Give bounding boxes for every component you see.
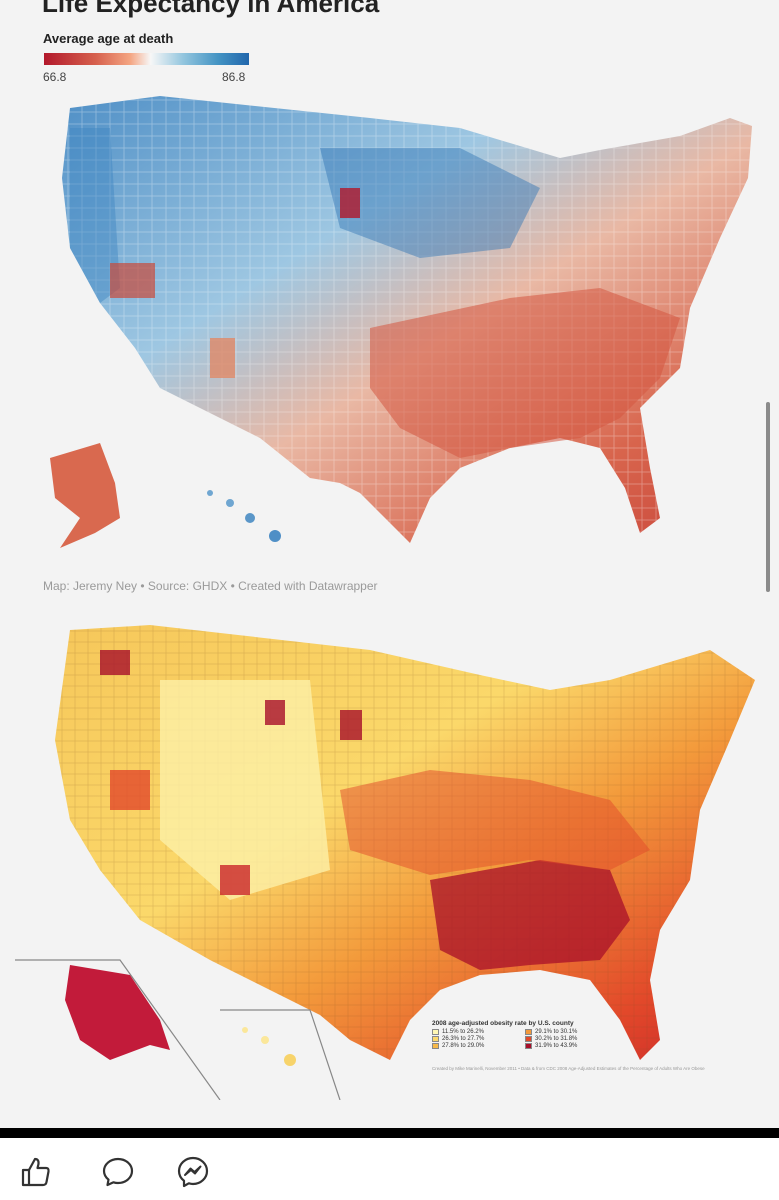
alaska-shape [65, 965, 170, 1060]
map-title: Life Expectancy in America [42, 0, 380, 18]
legend-min-value: 66.8 [43, 70, 67, 84]
post-action-bar [0, 1138, 779, 1200]
obesity-legend-title: 2008 age-adjusted obesity rate by U.S. c… [432, 1020, 574, 1027]
legend-item: 29.1% to 30.1% [525, 1029, 612, 1035]
post-image: Life Expectancy in America Average age a… [0, 0, 779, 1128]
thumbs-up-icon [21, 1157, 50, 1187]
scrollbar[interactable] [766, 402, 770, 592]
comment-icon [102, 1157, 134, 1187]
legend-item: 31.9% to 43.9% [525, 1043, 612, 1049]
like-button[interactable] [16, 1152, 56, 1192]
life-expectancy-map [50, 96, 752, 548]
alaska-shape [50, 443, 120, 548]
comment-button[interactable] [98, 1152, 138, 1192]
map1-credit: Map: Jeremy Ney • Source: GHDX • Created… [43, 579, 378, 593]
legend-item: 30.2% to 31.8% [525, 1036, 612, 1042]
divider [0, 1128, 779, 1138]
legend-item: 27.8% to 29.0% [432, 1043, 519, 1049]
legend-item: 26.3% to 27.7% [432, 1036, 519, 1042]
send-button[interactable] [173, 1152, 213, 1192]
legend-color-scale [44, 53, 249, 65]
legend-max-value: 86.8 [222, 70, 246, 84]
legend-label: Average age at death [43, 31, 174, 46]
messenger-icon [177, 1156, 209, 1188]
obesity-credit: Created by Mike Marinelli, November 2011… [432, 1066, 705, 1071]
obesity-legend: 2008 age-adjusted obesity rate by U.S. c… [432, 1020, 612, 1049]
obesity-map [15, 625, 755, 1100]
legend-item: 11.5% to 26.2% [432, 1029, 519, 1035]
